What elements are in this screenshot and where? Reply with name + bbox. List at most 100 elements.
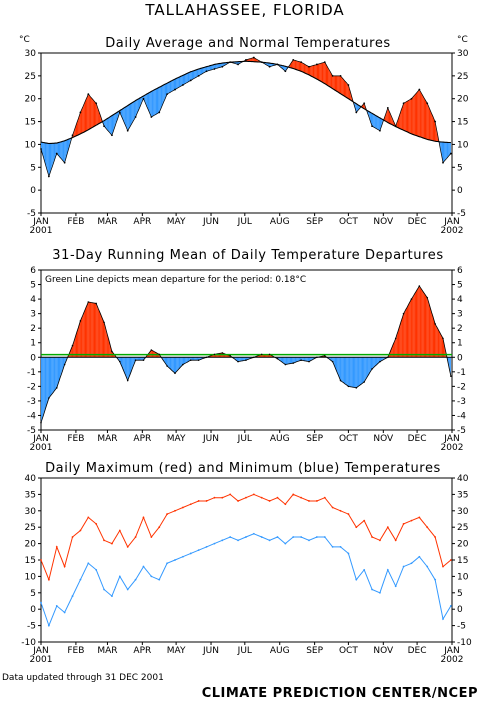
negative-departure-segment [173, 357, 175, 374]
below-normal-segment [182, 74, 185, 85]
negative-departure-segment [360, 357, 362, 385]
below-normal-segment [105, 119, 107, 129]
daily-average-point [245, 58, 247, 61]
positive-departure-segment [423, 292, 425, 358]
above-normal-segment [427, 103, 429, 140]
positive-departure-segment [429, 305, 431, 358]
panel2-ytick-label-right: -3 [457, 397, 466, 407]
positive-departure-segment [83, 310, 85, 358]
negative-departure-segment [336, 357, 338, 373]
above-normal-segment [338, 75, 340, 93]
minimum-point [103, 588, 105, 591]
negative-departure-segment [355, 357, 357, 388]
minimum-point [347, 552, 350, 555]
above-normal-segment [305, 64, 307, 74]
negative-departure-segment [303, 357, 305, 361]
daily-average-point [331, 74, 334, 77]
negative-departure-segment [364, 357, 366, 382]
panel1-xtick-label: JAN [443, 217, 459, 227]
negative-departure-segment [185, 357, 187, 364]
daily-average-point [418, 88, 421, 91]
above-normal-segment [419, 89, 421, 138]
maximum-point [386, 526, 389, 529]
daily-average-point [181, 84, 184, 86]
positive-departure-segment [100, 314, 102, 358]
above-normal-segment [402, 103, 404, 131]
maximum-point [71, 536, 74, 538]
negative-departure-segment [295, 357, 297, 363]
panel3-ytick-label-left: 0 [30, 605, 36, 615]
above-normal-segment [424, 99, 427, 140]
positive-departure-segment [96, 303, 98, 358]
below-normal-segment [445, 142, 447, 161]
negative-departure-segment [341, 357, 343, 383]
below-normal-segment [191, 70, 194, 80]
negative-departure-segment [178, 357, 180, 370]
above-normal-segment [296, 60, 298, 71]
negative-departure-segment [285, 357, 287, 365]
daily-average-point [284, 70, 287, 73]
positive-departure-segment [406, 305, 409, 358]
negative-departure-segment [61, 357, 63, 375]
running-mean-point [276, 357, 279, 360]
minimum-point [245, 536, 247, 538]
negative-departure-segment [373, 357, 375, 368]
minimum-point [363, 568, 366, 571]
below-normal-segment [188, 72, 190, 82]
minimum-point [79, 578, 82, 581]
above-normal-segment [80, 109, 82, 134]
panel3-ytick-label-left: -5 [27, 622, 36, 632]
panel3-xtick-label: AUG [270, 646, 290, 656]
below-normal-segment [194, 70, 196, 79]
above-normal-segment [430, 111, 432, 141]
minimum-point [229, 536, 232, 538]
minimum-point [434, 578, 437, 581]
below-normal-segment [113, 114, 115, 133]
negative-departure-segment [48, 357, 51, 398]
negative-departure-segment [194, 357, 196, 361]
above-normal-segment [323, 62, 325, 84]
above-normal-segment [314, 64, 316, 79]
negative-departure-segment [286, 357, 288, 365]
positive-departure-segment [426, 295, 428, 358]
panel1-ytick-label-right: 30 [457, 49, 469, 59]
below-normal-segment [106, 118, 108, 131]
above-normal-segment [408, 100, 410, 133]
running-mean-point [379, 360, 381, 363]
panel1-xtick-label: OCT [339, 217, 358, 227]
minimum-point [237, 539, 239, 542]
positive-departure-segment [108, 338, 110, 358]
panel3-xtick-label: JAN [443, 646, 459, 656]
negative-departure-segment [43, 357, 45, 416]
maximum-point [402, 523, 405, 525]
daily-average-point [47, 175, 50, 178]
below-normal-segment [184, 74, 186, 85]
minimum-point [394, 585, 397, 588]
positive-departure-segment [104, 322, 106, 358]
maximum-point [158, 526, 161, 529]
negative-departure-segment [349, 357, 351, 387]
negative-departure-segment [302, 357, 304, 361]
below-normal-segment [158, 87, 160, 114]
panel3-xtick-label: 2002 [441, 655, 464, 665]
running-mean-point [189, 359, 192, 361]
negative-departure-segment [351, 357, 353, 388]
panel1-xtick-label: 2001 [30, 226, 53, 236]
running-mean-point [166, 365, 168, 367]
negative-departure-segment [172, 357, 174, 373]
above-normal-segment [306, 65, 308, 75]
below-normal-segment [59, 142, 61, 158]
below-normal-segment [65, 139, 67, 159]
running-mean-point [55, 387, 58, 389]
below-normal-segment [270, 63, 272, 67]
positive-departure-segment [81, 315, 83, 358]
above-normal-segment [409, 99, 411, 134]
daily-average-point [402, 102, 405, 105]
minimum-point [150, 575, 153, 578]
negative-departure-segment [126, 357, 128, 381]
negative-departure-segment [174, 357, 177, 374]
negative-departure-segment [307, 357, 309, 362]
above-normal-segment [422, 95, 424, 139]
negative-departure-segment [60, 357, 62, 378]
panel2-ytick-label-left: -5 [27, 426, 36, 436]
